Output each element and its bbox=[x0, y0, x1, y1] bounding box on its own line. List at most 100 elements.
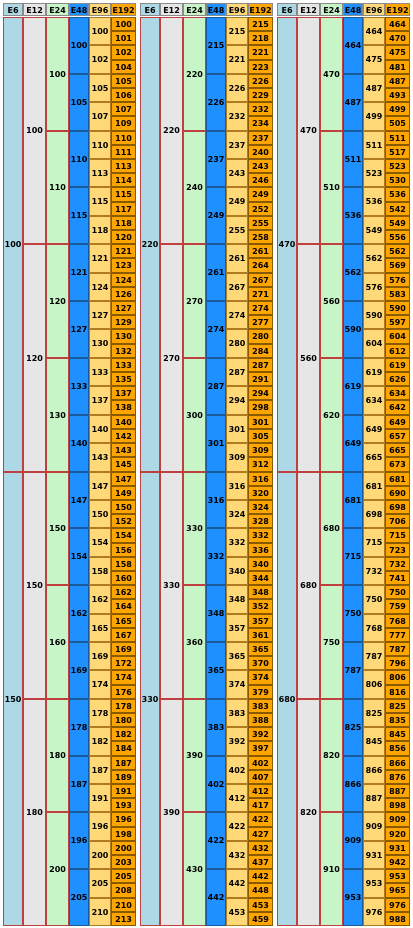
cell-e48: 237 bbox=[206, 131, 226, 187]
cell-e48: 100 bbox=[69, 17, 89, 74]
cell-e192: 138 bbox=[111, 400, 136, 415]
cell-e192: 172 bbox=[111, 656, 136, 670]
cell-e96: 475 bbox=[363, 45, 385, 74]
cell-e48: 332 bbox=[206, 528, 226, 585]
cell-e192: 205 bbox=[111, 869, 136, 883]
cell-e192: 348 bbox=[248, 585, 273, 599]
cell-e192: 412 bbox=[248, 784, 273, 798]
cell-e48: 402 bbox=[206, 756, 226, 812]
cell-e192: 499 bbox=[385, 102, 410, 116]
cell-e96: 953 bbox=[363, 869, 385, 898]
cell-e192: 542 bbox=[385, 202, 410, 216]
cell-e96: 221 bbox=[226, 45, 248, 74]
cell-e192: 301 bbox=[248, 415, 273, 429]
cell-e96: 158 bbox=[89, 557, 111, 585]
column-header-e192: E192 bbox=[111, 3, 136, 16]
cell-e48: 287 bbox=[206, 358, 226, 415]
cell-e192: 187 bbox=[111, 756, 136, 770]
cell-e48: 147 bbox=[69, 472, 89, 528]
cell-e24: 220 bbox=[183, 17, 206, 131]
cell-e192: 135 bbox=[111, 372, 136, 386]
cell-e192: 167 bbox=[111, 628, 136, 642]
cell-e192: 147 bbox=[111, 472, 136, 486]
cell-e48: 787 bbox=[343, 642, 363, 699]
cell-e24: 330 bbox=[183, 472, 206, 585]
cell-e192: 370 bbox=[248, 656, 273, 670]
cell-e96: 332 bbox=[226, 528, 248, 557]
cell-e24: 620 bbox=[320, 358, 343, 472]
cell-e96: 316 bbox=[226, 472, 248, 500]
cell-e96: 383 bbox=[226, 699, 248, 727]
cell-e48: 127 bbox=[69, 301, 89, 358]
cell-e192: 115 bbox=[111, 187, 136, 202]
cell-e96: 215 bbox=[226, 17, 248, 45]
cell-e96: 261 bbox=[226, 244, 248, 273]
cell-e24: 560 bbox=[320, 244, 343, 358]
cell-e192: 619 bbox=[385, 358, 410, 372]
cell-e12: 150 bbox=[23, 472, 46, 699]
cell-e48: 953 bbox=[343, 869, 363, 926]
cell-e192: 215 bbox=[248, 17, 273, 31]
cell-e6: 680 bbox=[277, 472, 297, 926]
cell-e24: 510 bbox=[320, 131, 343, 244]
cell-e12: 560 bbox=[297, 244, 320, 472]
cell-e192: 249 bbox=[248, 187, 273, 202]
cell-e48: 619 bbox=[343, 358, 363, 415]
cell-e96: 422 bbox=[226, 812, 248, 841]
cell-e96: 113 bbox=[89, 159, 111, 187]
cell-e192: 200 bbox=[111, 841, 136, 855]
cell-e6: 100 bbox=[3, 17, 23, 472]
cell-e192: 305 bbox=[248, 429, 273, 443]
cell-e192: 470 bbox=[385, 31, 410, 45]
cell-e192: 121 bbox=[111, 244, 136, 258]
cell-e192: 213 bbox=[111, 912, 136, 926]
cell-e192: 196 bbox=[111, 812, 136, 827]
cell-e192: 448 bbox=[248, 883, 273, 898]
cell-e192: 274 bbox=[248, 301, 273, 315]
cell-e192: 137 bbox=[111, 386, 136, 400]
cell-e96: 442 bbox=[226, 869, 248, 898]
cell-e192: 505 bbox=[385, 116, 410, 131]
cell-e192: 156 bbox=[111, 543, 136, 557]
cell-e96: 150 bbox=[89, 500, 111, 528]
cell-e192: 453 bbox=[248, 898, 273, 912]
cell-e192: 898 bbox=[385, 798, 410, 812]
cell-e192: 191 bbox=[111, 784, 136, 798]
cell-e96: 274 bbox=[226, 301, 248, 329]
cell-e24: 180 bbox=[46, 699, 69, 812]
cell-e24: 160 bbox=[46, 585, 69, 699]
cell-e96: 619 bbox=[363, 358, 385, 386]
cell-e96: 665 bbox=[363, 443, 385, 472]
cell-e192: 154 bbox=[111, 528, 136, 543]
cell-e192: 340 bbox=[248, 557, 273, 571]
cell-e192: 203 bbox=[111, 855, 136, 869]
cell-e192: 336 bbox=[248, 543, 273, 557]
cell-e192: 422 bbox=[248, 812, 273, 827]
cell-e48: 226 bbox=[206, 74, 226, 131]
cell-e192: 536 bbox=[385, 187, 410, 202]
cell-e192: 931 bbox=[385, 841, 410, 855]
cell-e192: 562 bbox=[385, 244, 410, 258]
cell-e96: 523 bbox=[363, 159, 385, 187]
cell-e192: 845 bbox=[385, 727, 410, 741]
cell-e192: 328 bbox=[248, 514, 273, 528]
column-header-e24: E24 bbox=[320, 3, 343, 16]
cell-e48: 261 bbox=[206, 244, 226, 301]
cell-e192: 569 bbox=[385, 258, 410, 273]
cell-e192: 432 bbox=[248, 841, 273, 855]
cell-e96: 649 bbox=[363, 415, 385, 443]
cell-e96: 340 bbox=[226, 557, 248, 585]
cell-e192: 481 bbox=[385, 60, 410, 74]
cell-e192: 344 bbox=[248, 571, 273, 585]
cell-e96: 162 bbox=[89, 585, 111, 614]
cell-e96: 105 bbox=[89, 74, 111, 102]
cell-e192: 493 bbox=[385, 88, 410, 102]
cell-e96: 374 bbox=[226, 670, 248, 699]
cell-e192: 464 bbox=[385, 17, 410, 31]
cell-e192: 402 bbox=[248, 756, 273, 770]
cell-e192: 487 bbox=[385, 74, 410, 88]
column-header-e48: E48 bbox=[69, 3, 89, 16]
cell-e192: 825 bbox=[385, 699, 410, 713]
cell-e96: 768 bbox=[363, 614, 385, 642]
cell-e96: 174 bbox=[89, 670, 111, 699]
